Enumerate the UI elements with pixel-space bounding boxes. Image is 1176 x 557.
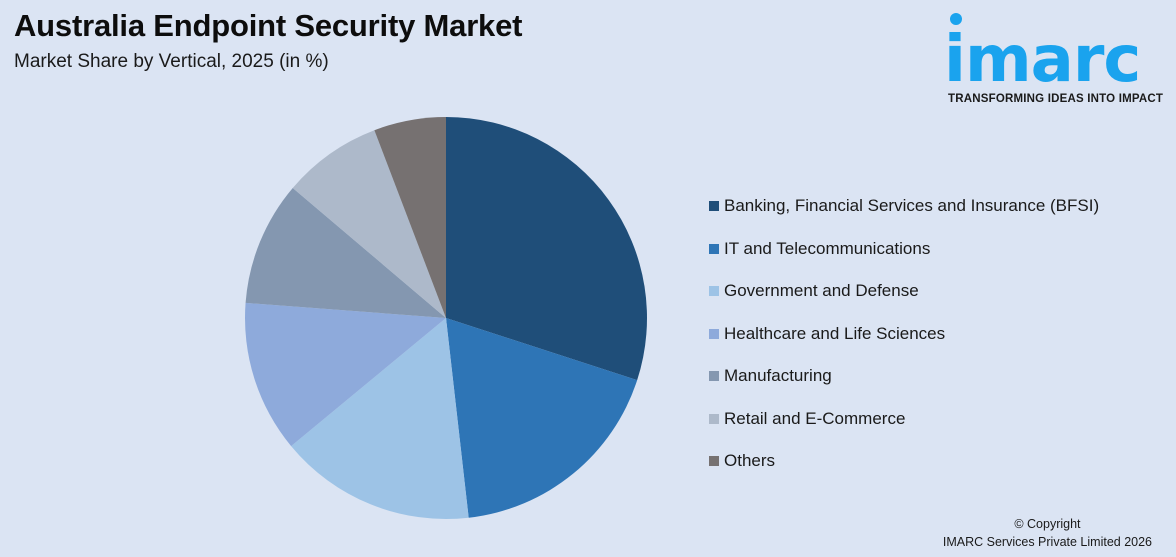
imarc-logo: imarc TRANSFORMING IDEAS INTO IMPACT [944, 10, 1176, 110]
legend-label: Others [724, 451, 776, 471]
logo-dot-icon [950, 13, 962, 25]
legend-label: Government and Defense [724, 281, 919, 301]
legend-item-others: Others [709, 440, 1099, 483]
pie-slice-manufacturing [245, 187, 446, 318]
logo-tagline: TRANSFORMING IDEAS INTO IMPACT [948, 93, 1164, 105]
legend-item-government-defense: Government and Defense [709, 270, 1099, 313]
legend-item-it-telecom: IT and Telecommunications [709, 228, 1099, 271]
pie-slice-government-and-defense [291, 318, 469, 519]
legend-swatch [709, 413, 719, 424]
pie-slice-healthcare-and-life-sciences [245, 302, 446, 447]
pie-slice-others [374, 117, 446, 318]
legend-swatch [709, 201, 719, 212]
copyright-line-2: IMARC Services Private Limited 2026 [942, 535, 1152, 549]
legend-swatch [709, 456, 719, 467]
copyright-line-1: © Copyright [1014, 517, 1081, 531]
legend-item-healthcare: Healthcare and Life Sciences [709, 313, 1099, 356]
legend-item-bfsi: Banking, Financial Services and Insuranc… [709, 185, 1099, 228]
legend-swatch [709, 371, 719, 382]
copyright-notice: © Copyright IMARC Services Private Limit… [943, 515, 1152, 551]
legend-label: IT and Telecommunications [724, 238, 931, 258]
legend-swatch [709, 328, 719, 339]
chart-subtitle: Market Share by Vertical, 2025 (in %) [14, 51, 329, 72]
pie-slice-banking-financial-services-and-insurance-bfsi [446, 117, 647, 381]
pie-slice-retail-and-e-commerce [292, 130, 446, 318]
legend-item-retail: Retail and E-Commerce [709, 398, 1099, 441]
logo-wordmark: imarc [944, 23, 1141, 97]
legend-label: Manufacturing [724, 366, 832, 386]
legend-label: Healthcare and Life Sciences [724, 323, 946, 343]
legend-swatch [709, 243, 719, 254]
legend-label: Banking, Financial Services and Insuranc… [724, 196, 1100, 216]
legend-swatch [709, 286, 719, 297]
pie-slice-it-and-telecommunications [446, 318, 638, 518]
chart-title: Australia Endpoint Security Market [14, 8, 523, 43]
legend-label: Retail and E-Commerce [724, 408, 906, 428]
chart-legend: Banking, Financial Services and Insuranc… [709, 185, 1099, 483]
legend-item-manufacturing: Manufacturing [709, 355, 1099, 398]
